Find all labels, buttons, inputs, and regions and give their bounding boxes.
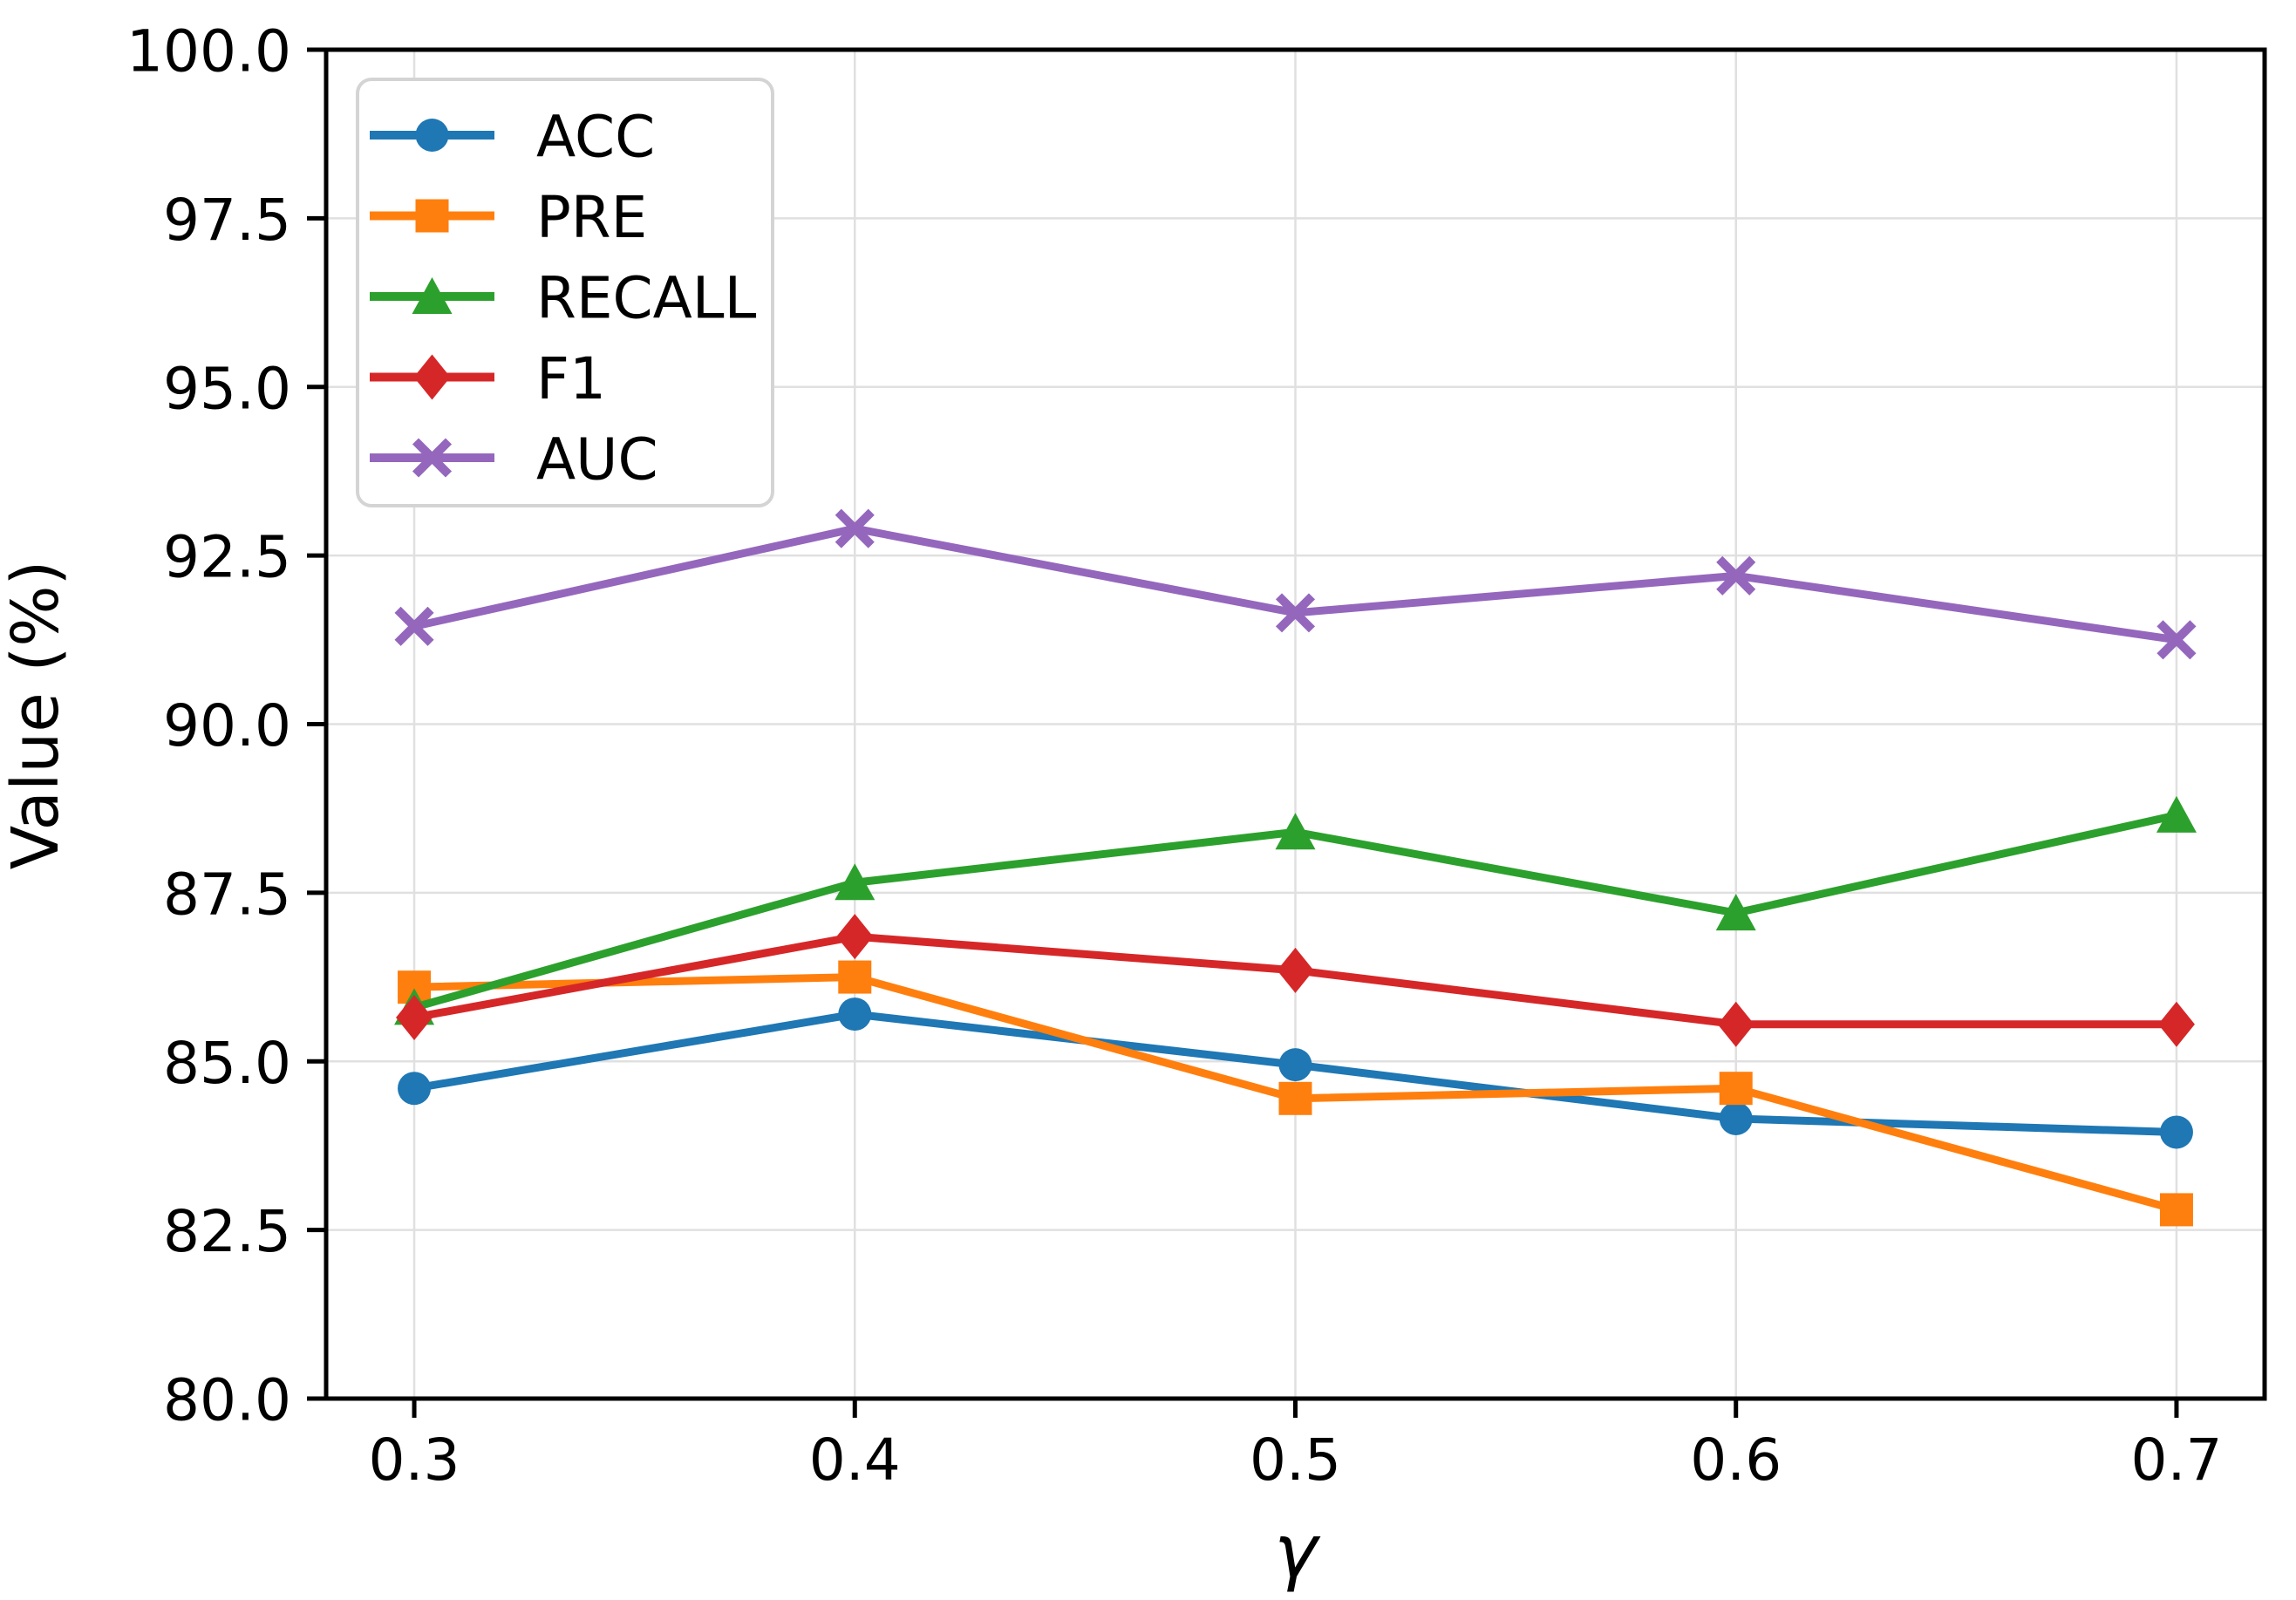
circle-marker — [2159, 1115, 2193, 1149]
series-auc — [394, 508, 2197, 660]
y-tick-label: 80.0 — [163, 1367, 291, 1434]
diamond-marker — [396, 994, 433, 1040]
axes: 0.3 0.4 0.5 0.6 0.7 80.0 82.5 85.0 87.5 90.0 92.5 9… — [126, 18, 2222, 1494]
y-tick-label: 100.0 — [126, 18, 291, 85]
triangle-marker — [412, 277, 453, 314]
triangle-marker — [1715, 894, 1756, 931]
legend-item-recall: RECALL — [370, 265, 757, 332]
diamond-marker — [2157, 1001, 2195, 1047]
triangle-marker — [835, 863, 875, 901]
circle-marker — [415, 119, 449, 152]
triangle-marker — [2156, 795, 2197, 833]
x-marker-stroke — [2156, 620, 2197, 660]
legend-label: ACC — [536, 104, 655, 171]
diamond-marker — [1277, 947, 1314, 993]
legend-label: RECALL — [536, 265, 757, 332]
legend-label: AUC — [536, 426, 658, 494]
circle-marker — [398, 1072, 432, 1106]
x-marker — [1716, 555, 1756, 596]
square-marker — [838, 960, 872, 994]
triangle-marker — [1275, 813, 1316, 850]
x-marker — [835, 508, 875, 548]
y-axis-label: Value (%) — [0, 561, 73, 870]
circle-marker — [1278, 1048, 1312, 1082]
square-marker — [1278, 1081, 1312, 1115]
y-tick-label: 87.5 — [163, 861, 291, 928]
legend-item-acc: ACC — [370, 104, 655, 171]
square-marker — [1719, 1072, 1753, 1106]
x-tick-label: 0.5 — [1250, 1426, 1341, 1494]
legend-label: PRE — [536, 184, 647, 251]
legend: ACC PRE RECALL F1 AUC — [356, 78, 774, 507]
legend-item-f1: F1 — [370, 345, 606, 412]
x-marker-stroke — [835, 508, 875, 548]
diamond-marker — [836, 914, 874, 960]
circle-marker — [838, 997, 872, 1031]
diamond-marker — [413, 354, 451, 400]
x-marker-stroke — [1275, 593, 1316, 633]
series-pre — [398, 960, 2193, 1227]
legend-label: F1 — [536, 345, 606, 412]
square-marker — [415, 199, 449, 233]
x-marker — [1275, 593, 1316, 633]
x-marker — [412, 438, 453, 478]
series-f1 — [396, 914, 2195, 1047]
x-axis-label: γ — [1274, 1508, 1321, 1594]
x-marker-stroke — [1716, 555, 1756, 596]
y-tick-label: 90.0 — [163, 692, 291, 759]
y-tick-label: 95.0 — [163, 355, 291, 422]
legend-box — [356, 78, 774, 507]
square-marker — [2159, 1193, 2193, 1227]
y-tick-label: 82.5 — [163, 1198, 291, 1265]
legend-item-pre: PRE — [370, 184, 647, 251]
x-tick-label: 0.3 — [369, 1426, 460, 1494]
x-tick-label: 0.7 — [2130, 1426, 2222, 1494]
x-marker-stroke — [412, 438, 453, 478]
y-tick-label: 85.0 — [163, 1030, 291, 1097]
x-tick-label: 0.6 — [1690, 1426, 1782, 1494]
x-marker-stroke — [394, 606, 434, 646]
series-acc — [398, 997, 2193, 1149]
x-tick-label: 0.4 — [809, 1426, 901, 1494]
x-marker — [394, 606, 434, 646]
y-tick-label: 92.5 — [163, 524, 291, 591]
y-tick-label: 97.5 — [163, 187, 291, 254]
diamond-marker — [1717, 1001, 1754, 1047]
plot-area: 0.3 0.4 0.5 0.6 0.7 80.0 82.5 85.0 87.5 90.0 92.5 9… — [126, 18, 2267, 1494]
circle-marker — [1719, 1101, 1753, 1135]
legend-item-auc: AUC — [370, 426, 658, 494]
x-marker — [2156, 620, 2197, 660]
